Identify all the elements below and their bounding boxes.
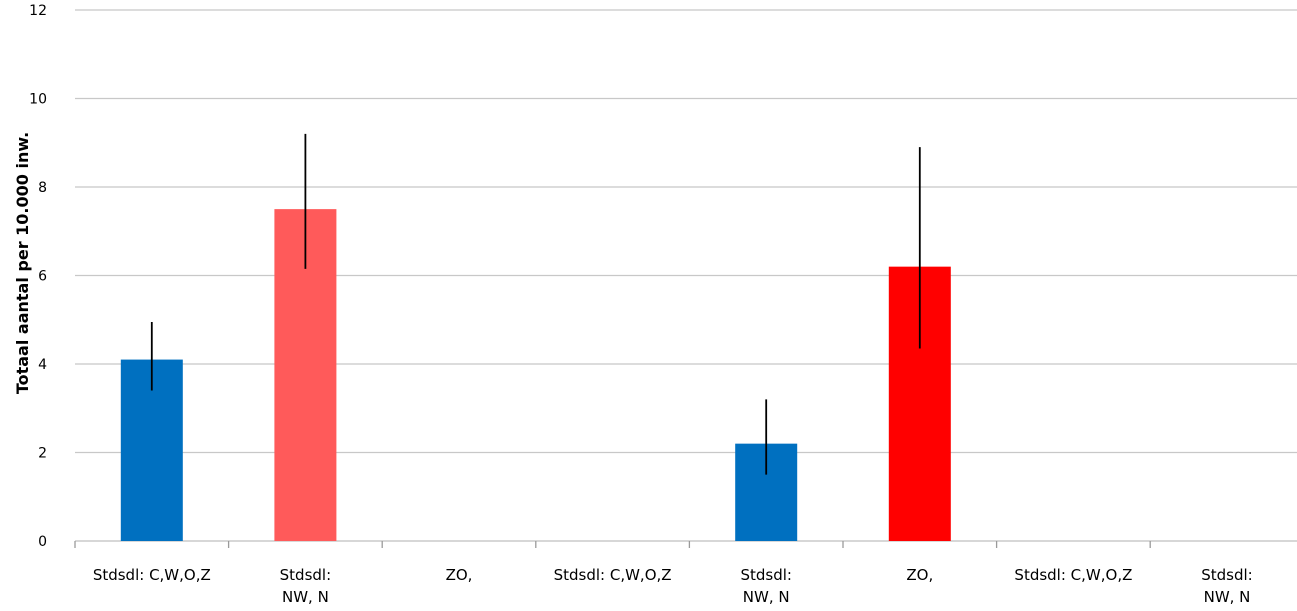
x-tick-label: Stdsdl: C,W,O,Z <box>1014 566 1132 584</box>
x-tick-label: Stdsdl: C,W,O,Z <box>554 566 672 584</box>
gridlines <box>75 9 1297 542</box>
x-tick-label: NW, N <box>743 588 790 606</box>
y-tick-label: 6 <box>38 269 47 285</box>
y-axis-label: Totaal aantal per 10.000 inw. <box>13 132 32 394</box>
y-tick-label: 2 <box>38 446 47 462</box>
bars <box>120 209 951 541</box>
y-tick-label: 0 <box>38 534 47 550</box>
y-tick-label: 4 <box>38 357 47 373</box>
error-bars <box>150 133 921 475</box>
x-tick-label: NW, N <box>1204 588 1251 606</box>
x-axis <box>74 541 1151 548</box>
x-axis-tick-labels: Stdsdl: C,W,O,Z Stdsdl: NW, N ZO, Stdsdl: C,… <box>93 566 1253 606</box>
x-tick-label: Stdsdl: <box>1201 566 1252 584</box>
y-axis-ticks: 0 2 4 6 8 10 12 <box>29 3 47 550</box>
x-tick-label: ZO, <box>446 566 473 584</box>
y-tick-label: 10 <box>29 92 47 108</box>
x-tick-label: NW, N <box>282 588 329 606</box>
x-tick-label: ZO, <box>906 566 933 584</box>
x-tick-label: Stdsdl: <box>280 566 331 584</box>
y-tick-label: 12 <box>29 3 47 19</box>
y-tick-label: 8 <box>38 180 47 196</box>
x-tick-label: Stdsdl: <box>740 566 791 584</box>
x-tick-label: Stdsdl: C,W,O,Z <box>93 566 211 584</box>
